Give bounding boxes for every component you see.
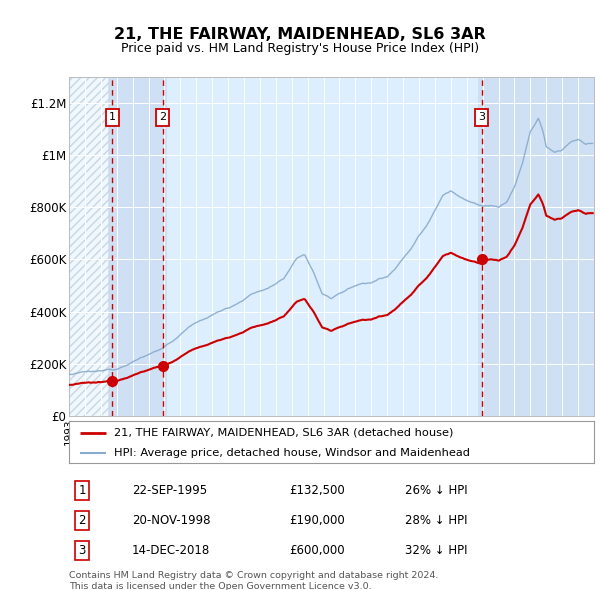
- Text: 3: 3: [79, 544, 86, 557]
- Text: 32% ↓ HPI: 32% ↓ HPI: [405, 544, 467, 557]
- Text: £132,500: £132,500: [290, 484, 345, 497]
- Text: 21, THE FAIRWAY, MAIDENHEAD, SL6 3AR: 21, THE FAIRWAY, MAIDENHEAD, SL6 3AR: [114, 27, 486, 41]
- Text: 21, THE FAIRWAY, MAIDENHEAD, SL6 3AR (detached house): 21, THE FAIRWAY, MAIDENHEAD, SL6 3AR (de…: [113, 428, 453, 438]
- Text: Price paid vs. HM Land Registry's House Price Index (HPI): Price paid vs. HM Land Registry's House …: [121, 42, 479, 55]
- Text: 22-SEP-1995: 22-SEP-1995: [132, 484, 207, 497]
- Text: £600,000: £600,000: [290, 544, 345, 557]
- Text: 14-DEC-2018: 14-DEC-2018: [132, 544, 210, 557]
- Text: 2: 2: [79, 514, 86, 527]
- Text: 2: 2: [159, 113, 166, 122]
- Bar: [478, 77, 594, 416]
- Text: 28% ↓ HPI: 28% ↓ HPI: [405, 514, 467, 527]
- Bar: [108, 77, 167, 416]
- Bar: [69, 77, 109, 416]
- Text: 1: 1: [109, 113, 116, 122]
- Text: HPI: Average price, detached house, Windsor and Maidenhead: HPI: Average price, detached house, Wind…: [113, 448, 470, 457]
- Text: £190,000: £190,000: [290, 514, 345, 527]
- Text: 1: 1: [79, 484, 86, 497]
- Text: 20-NOV-1998: 20-NOV-1998: [132, 514, 211, 527]
- Text: Contains HM Land Registry data © Crown copyright and database right 2024.
This d: Contains HM Land Registry data © Crown c…: [69, 571, 439, 590]
- Text: 3: 3: [478, 113, 485, 122]
- Text: 26% ↓ HPI: 26% ↓ HPI: [405, 484, 467, 497]
